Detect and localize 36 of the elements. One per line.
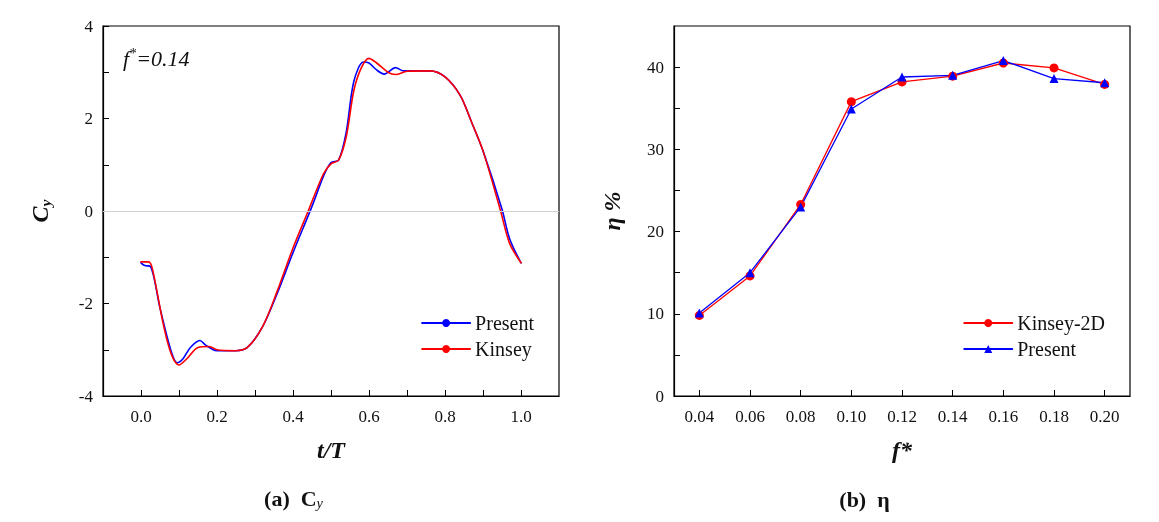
x-tick-label: 0.2	[206, 407, 228, 426]
x-tick-label: 0.14	[937, 407, 969, 426]
y-tick-label: 0	[655, 386, 664, 406]
y-tick-label: 10	[647, 304, 664, 324]
x-tick-label: 0.12	[887, 407, 917, 426]
y-tick-label: -4	[78, 386, 94, 406]
x-tick-label: 1.0	[510, 407, 532, 426]
y-tick-label: 40	[647, 57, 664, 77]
x-tick-label: 0.6	[358, 407, 380, 426]
x-axis-title: f*	[892, 437, 913, 463]
x-tick-label: 0.10	[836, 407, 867, 426]
x-tick-label: 0.08	[785, 407, 816, 426]
x-tick-label: 0.04	[684, 407, 715, 426]
legend-label: Present	[1017, 338, 1077, 360]
x-tick-label: 0.06	[735, 407, 765, 426]
y-axis-title: η %	[599, 191, 625, 231]
y-axis-title: Cy	[27, 199, 54, 223]
y-tick-label: 20	[647, 222, 664, 242]
y-tick-label: 4	[84, 16, 94, 36]
x-tick-label: 0.4	[282, 407, 305, 426]
x-tick-label: 0.0	[130, 407, 152, 426]
y-tick-label: 30	[647, 139, 664, 159]
text: (a) Cy	[264, 486, 324, 512]
x-tick-label: 0.20	[1089, 407, 1120, 426]
x-tick-label: 0.16	[988, 407, 1019, 426]
y-tick-label: 2	[84, 109, 93, 128]
x-tick-label: 0.8	[434, 407, 456, 426]
legend-label: Present	[475, 312, 535, 334]
legend-label: Kinsey-2D	[1017, 312, 1105, 335]
annotation: f*=0.14	[123, 45, 190, 71]
text: (b) η	[839, 486, 890, 512]
x-tick-label: 0.18	[1039, 407, 1069, 426]
y-tick-label: -2	[78, 294, 93, 313]
x-axis-title: t/T	[317, 437, 347, 463]
legend-label: Kinsey	[475, 338, 532, 361]
y-tick-label: 0	[84, 201, 93, 221]
